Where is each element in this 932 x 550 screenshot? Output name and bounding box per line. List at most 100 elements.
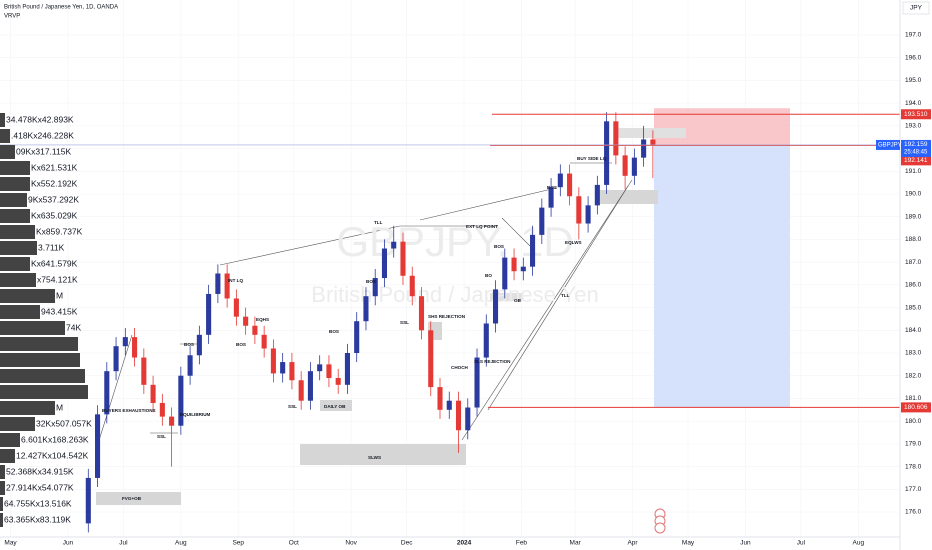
volume-label: 63.365Kx83.119K [4, 514, 71, 524]
candle-body [631, 157, 637, 176]
candle-body [381, 248, 388, 279]
trendline [219, 225, 401, 266]
candle-body [196, 334, 202, 356]
candle-body [85, 477, 91, 524]
volume-label: M [56, 402, 63, 412]
y-tick-label: 185.0 [905, 304, 922, 311]
y-tick-label: 188.0 [905, 236, 922, 243]
candle-body [474, 357, 480, 408]
candle-body [187, 355, 193, 376]
x-tick-label: May [682, 540, 695, 547]
candle-body [585, 205, 591, 224]
annotation: TLL [374, 220, 383, 225]
annotation: BOS [236, 342, 246, 347]
candle-body [548, 187, 554, 208]
x-tick-label: Oct [289, 540, 299, 547]
volume-bar [0, 449, 15, 463]
volume-label: Kx859.737K [36, 226, 83, 236]
volume-bar [0, 337, 78, 351]
candle-body [289, 362, 295, 381]
indicator-label: VRVP [4, 14, 20, 20]
volume-bar [0, 241, 37, 255]
candle-body [233, 298, 239, 317]
candle-body [95, 414, 101, 478]
annotation: BOS [329, 329, 339, 334]
vrvp: 34.478Kx42.893K .418Kx246.228K 09Kx317.115… [0, 113, 92, 527]
x-tick-label: Aug [175, 540, 187, 547]
annotation: CHOCH [451, 365, 469, 370]
x-tick-label: Mar [570, 540, 582, 547]
volume-label: 9Kx537.292K [28, 194, 79, 204]
y-tick-label: 179.0 [905, 441, 922, 448]
volume-bar [0, 273, 36, 287]
watermark: GBPJPY, 1D [336, 218, 573, 265]
candle-body [455, 400, 462, 431]
candle-body [557, 173, 563, 188]
annotation: SSL [288, 404, 297, 409]
candle-body [391, 241, 397, 249]
target-zone [654, 145, 790, 408]
volume-bar [0, 465, 5, 479]
y-tick-label: 193.0 [905, 123, 922, 130]
volume-label: 52.368Kx34.915K [6, 466, 74, 476]
candle-body [372, 278, 378, 297]
annotation: SHS REJECTION [428, 314, 466, 319]
annotation: DAILY OB [324, 404, 346, 409]
candle-body [150, 384, 156, 403]
zone [320, 400, 352, 411]
volume-label: 34.478Kx42.893K [6, 114, 74, 124]
currency-box [902, 1, 930, 15]
candle-body [178, 375, 184, 426]
trendline [487, 185, 629, 411]
volume-label: 64.755Kx13.516K [4, 498, 72, 508]
candle-body [344, 353, 350, 385]
annotation: SLS REJECTION [474, 359, 511, 364]
symbol-tag [876, 139, 900, 150]
annotation: EQLWS [565, 240, 582, 245]
candle-body [215, 273, 221, 294]
volume-label: Kx641.579K [31, 258, 78, 268]
candle-body [141, 357, 147, 385]
volume-label: 3.711K [38, 242, 65, 252]
zone [96, 492, 181, 505]
volume-bar [0, 145, 15, 159]
volume-bar [0, 321, 65, 335]
candle-body [483, 323, 489, 358]
y-tick-label: 183.0 [905, 350, 922, 357]
volume-label: 943.415K [41, 306, 78, 316]
annotations: BUYERS EXHAUSTIONS SSL EQUILIBRIUM BOS INT L… [102, 156, 607, 501]
y-tick-label: 180.0 [905, 418, 922, 425]
volume-bar [0, 129, 10, 143]
trendline [501, 217, 531, 247]
level-tag [901, 402, 931, 413]
candle-body [437, 387, 443, 410]
volume-bar [0, 385, 88, 399]
candle-body [520, 266, 526, 272]
y-tick-label: 186.0 [905, 282, 922, 289]
annotation: BOS [494, 244, 504, 249]
level-label: 192.141 [904, 157, 928, 164]
candle-body [298, 380, 304, 401]
x-tick-label: Jul [797, 540, 806, 547]
y-tick-label: 191.0 [905, 168, 922, 175]
y-tick-label: 177.0 [905, 486, 922, 493]
header-title: British Pound / Japanese Yen, 1D, OANDA [4, 5, 118, 11]
volume-label: 6.601Kx168.263K [21, 434, 89, 444]
candle-body [159, 402, 165, 417]
x-tick-label: Jun [63, 540, 74, 547]
event-icon [654, 508, 666, 534]
symbol-label: GBPJPY [878, 143, 902, 149]
annotation: BOS [184, 342, 194, 347]
annotation: OB [514, 298, 522, 303]
countdown: 25:48:45 [904, 150, 928, 156]
y-tick-label: 196.0 [905, 54, 922, 61]
axis-labels: 176.0 177.0 178.0 179.0 180.0 181.0 182.0 183.0… [4, 32, 931, 547]
candle-body [317, 364, 323, 372]
candle-body [224, 273, 230, 299]
y-tick-label: 184.0 [905, 327, 922, 334]
last-price-label: 192.159 [904, 141, 928, 148]
volume-bar [0, 225, 35, 239]
zone [490, 293, 522, 301]
